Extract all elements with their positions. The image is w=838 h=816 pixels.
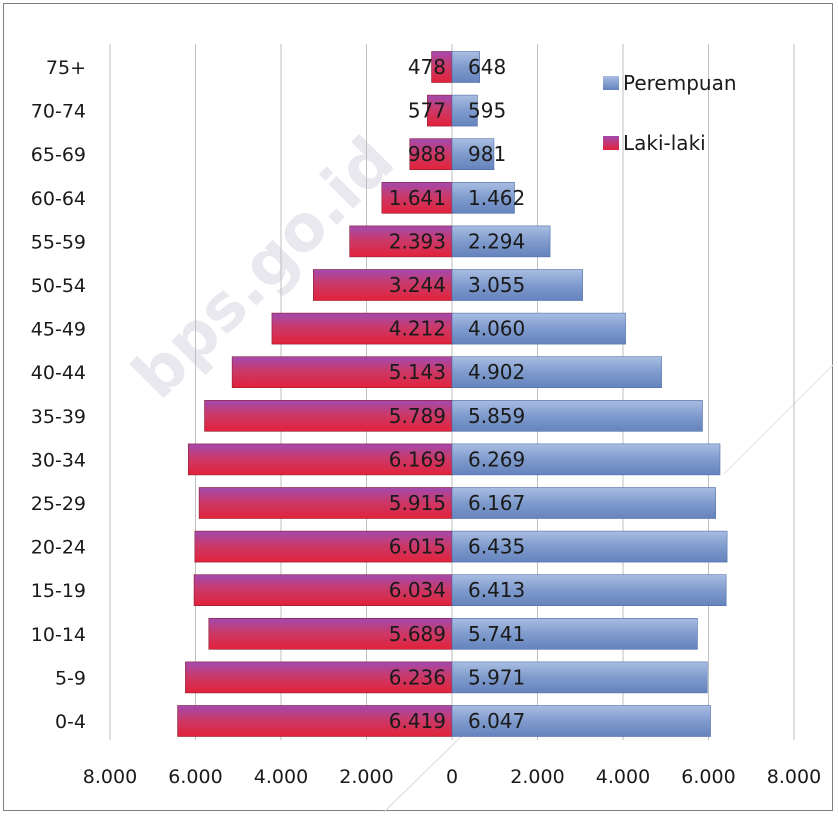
value-label-perempuan: 6.413 bbox=[468, 578, 525, 602]
x-tick-label: 4.000 bbox=[254, 766, 308, 788]
diagonal-decoration-left bbox=[383, 723, 475, 812]
value-label-perempuan: 595 bbox=[468, 99, 506, 123]
legend-swatch-perempuan bbox=[603, 76, 619, 90]
x-tick-label: 6.000 bbox=[168, 766, 222, 788]
x-tick-label: 2.000 bbox=[339, 766, 393, 788]
value-label-laki-laki: 5.143 bbox=[389, 360, 446, 384]
x-tick-label: 2.000 bbox=[510, 766, 564, 788]
bar-perempuan bbox=[451, 443, 721, 476]
value-label-laki-laki: 6.015 bbox=[389, 535, 446, 559]
bar-perempuan bbox=[451, 312, 626, 345]
bar-laki-laki bbox=[427, 94, 453, 127]
value-label-laki-laki: 577 bbox=[408, 99, 446, 123]
value-label-laki-laki: 478 bbox=[408, 55, 446, 79]
x-tick-label: 4.000 bbox=[596, 766, 650, 788]
category-label: 50-54 bbox=[31, 275, 86, 297]
bar-perempuan bbox=[451, 705, 711, 737]
legend-label-laki-laki: Laki-laki bbox=[623, 131, 706, 155]
bar-perempuan bbox=[451, 225, 551, 258]
value-label-perempuan: 3.055 bbox=[468, 273, 525, 297]
value-label-perempuan: 5.971 bbox=[468, 665, 525, 689]
category-label: 10-14 bbox=[31, 624, 86, 646]
x-tick-label: 8.000 bbox=[767, 766, 821, 788]
x-tick-label: 8.000 bbox=[83, 766, 137, 788]
value-label-laki-laki: 6.034 bbox=[389, 578, 446, 602]
value-label-perempuan: 5.859 bbox=[468, 404, 525, 428]
value-label-perempuan: 2.294 bbox=[468, 229, 525, 253]
category-label: 65-69 bbox=[31, 144, 86, 166]
bar-perempuan bbox=[451, 51, 481, 83]
x-axis-tick-labels: 8.000 6.000 4.000 2.000 0 2.000 4.000 6.000 8.00… bbox=[83, 766, 821, 788]
value-label-laki-laki: 6.419 bbox=[389, 709, 446, 733]
legend-label-perempuan: Perempuan bbox=[623, 71, 737, 95]
category-label: 45-49 bbox=[31, 319, 86, 341]
bar-laki-laki bbox=[409, 138, 453, 170]
legend: Perempuan Laki-laki bbox=[603, 71, 737, 155]
value-label-laki-laki: 988 bbox=[408, 142, 446, 166]
bar-perempuan bbox=[451, 487, 716, 519]
bar-perempuan bbox=[451, 138, 495, 170]
chart-frame: bps.go.id 6.419 6.047 6.236 5.971 5.689 5.741… bbox=[3, 3, 834, 812]
bar-laki-laki bbox=[198, 487, 453, 519]
category-label: 0-4 bbox=[55, 711, 86, 733]
value-label-laki-laki: 6.169 bbox=[389, 447, 446, 471]
value-label-laki-laki: 5.915 bbox=[389, 491, 446, 515]
bar-perempuan bbox=[451, 574, 727, 607]
category-label: 35-39 bbox=[31, 406, 86, 428]
value-label-laki-laki: 1.641 bbox=[389, 186, 446, 210]
data-labels: 6.419 6.047 6.236 5.971 5.689 5.741 6.034 6.413… bbox=[389, 55, 526, 733]
value-label-perempuan: 4.902 bbox=[468, 360, 525, 384]
bar-laki-laki bbox=[194, 530, 453, 563]
category-label: 40-44 bbox=[31, 362, 86, 384]
value-label-laki-laki: 4.212 bbox=[389, 317, 446, 341]
bar-laki-laki bbox=[187, 443, 453, 476]
bar-perempuan bbox=[451, 94, 478, 127]
value-label-perempuan: 4.060 bbox=[468, 317, 525, 341]
bar-laki-laki bbox=[177, 705, 453, 737]
value-label-laki-laki: 5.789 bbox=[389, 404, 446, 428]
bar-laki-laki bbox=[204, 399, 453, 432]
value-label-laki-laki: 2.393 bbox=[389, 229, 446, 253]
value-label-laki-laki: 3.244 bbox=[389, 273, 446, 297]
value-label-laki-laki: 5.689 bbox=[389, 622, 446, 646]
bar-laki-laki bbox=[193, 574, 453, 607]
bar-perempuan bbox=[451, 530, 728, 563]
category-label: 20-24 bbox=[31, 537, 86, 559]
bar-perempuan bbox=[451, 269, 583, 301]
x-tick-label: 0 bbox=[446, 766, 458, 788]
bar-perempuan bbox=[451, 661, 708, 694]
bar-perempuan bbox=[451, 182, 515, 214]
category-label: 60-64 bbox=[31, 188, 86, 210]
value-label-perempuan: 5.741 bbox=[468, 622, 525, 646]
value-label-perempuan: 6.167 bbox=[468, 491, 525, 515]
category-label: 25-29 bbox=[31, 493, 86, 515]
bar-laki-laki bbox=[208, 617, 453, 650]
category-label: 30-34 bbox=[31, 449, 86, 471]
diagonal-decoration-right bbox=[723, 363, 834, 475]
legend-swatch-laki-laki bbox=[603, 136, 619, 150]
value-label-perempuan: 648 bbox=[468, 55, 506, 79]
category-label: 70-74 bbox=[31, 101, 86, 123]
bar-perempuan bbox=[451, 399, 703, 432]
bar-laki-laki bbox=[185, 661, 453, 694]
bars bbox=[177, 51, 728, 737]
category-label: 55-59 bbox=[31, 231, 86, 253]
value-label-perempuan: 6.269 bbox=[468, 447, 525, 471]
category-labels: 0-4 5-9 10-14 15-19 20-24 25-29 30-34 35-39 40-4… bbox=[31, 57, 86, 733]
category-label: 75+ bbox=[46, 57, 86, 79]
value-label-perempuan: 6.435 bbox=[468, 535, 525, 559]
bar-perempuan bbox=[451, 356, 662, 389]
category-label: 5-9 bbox=[55, 667, 86, 689]
value-label-laki-laki: 6.236 bbox=[389, 665, 446, 689]
value-label-perempuan: 1.462 bbox=[468, 186, 525, 210]
value-label-perempuan: 981 bbox=[468, 142, 506, 166]
x-tick-label: 6.000 bbox=[681, 766, 735, 788]
bar-laki-laki bbox=[349, 225, 453, 258]
category-label: 15-19 bbox=[31, 580, 86, 602]
bar-laki-laki bbox=[231, 356, 453, 389]
bar-laki-laki bbox=[313, 269, 453, 301]
bar-perempuan bbox=[451, 617, 698, 650]
value-label-perempuan: 6.047 bbox=[468, 709, 525, 733]
